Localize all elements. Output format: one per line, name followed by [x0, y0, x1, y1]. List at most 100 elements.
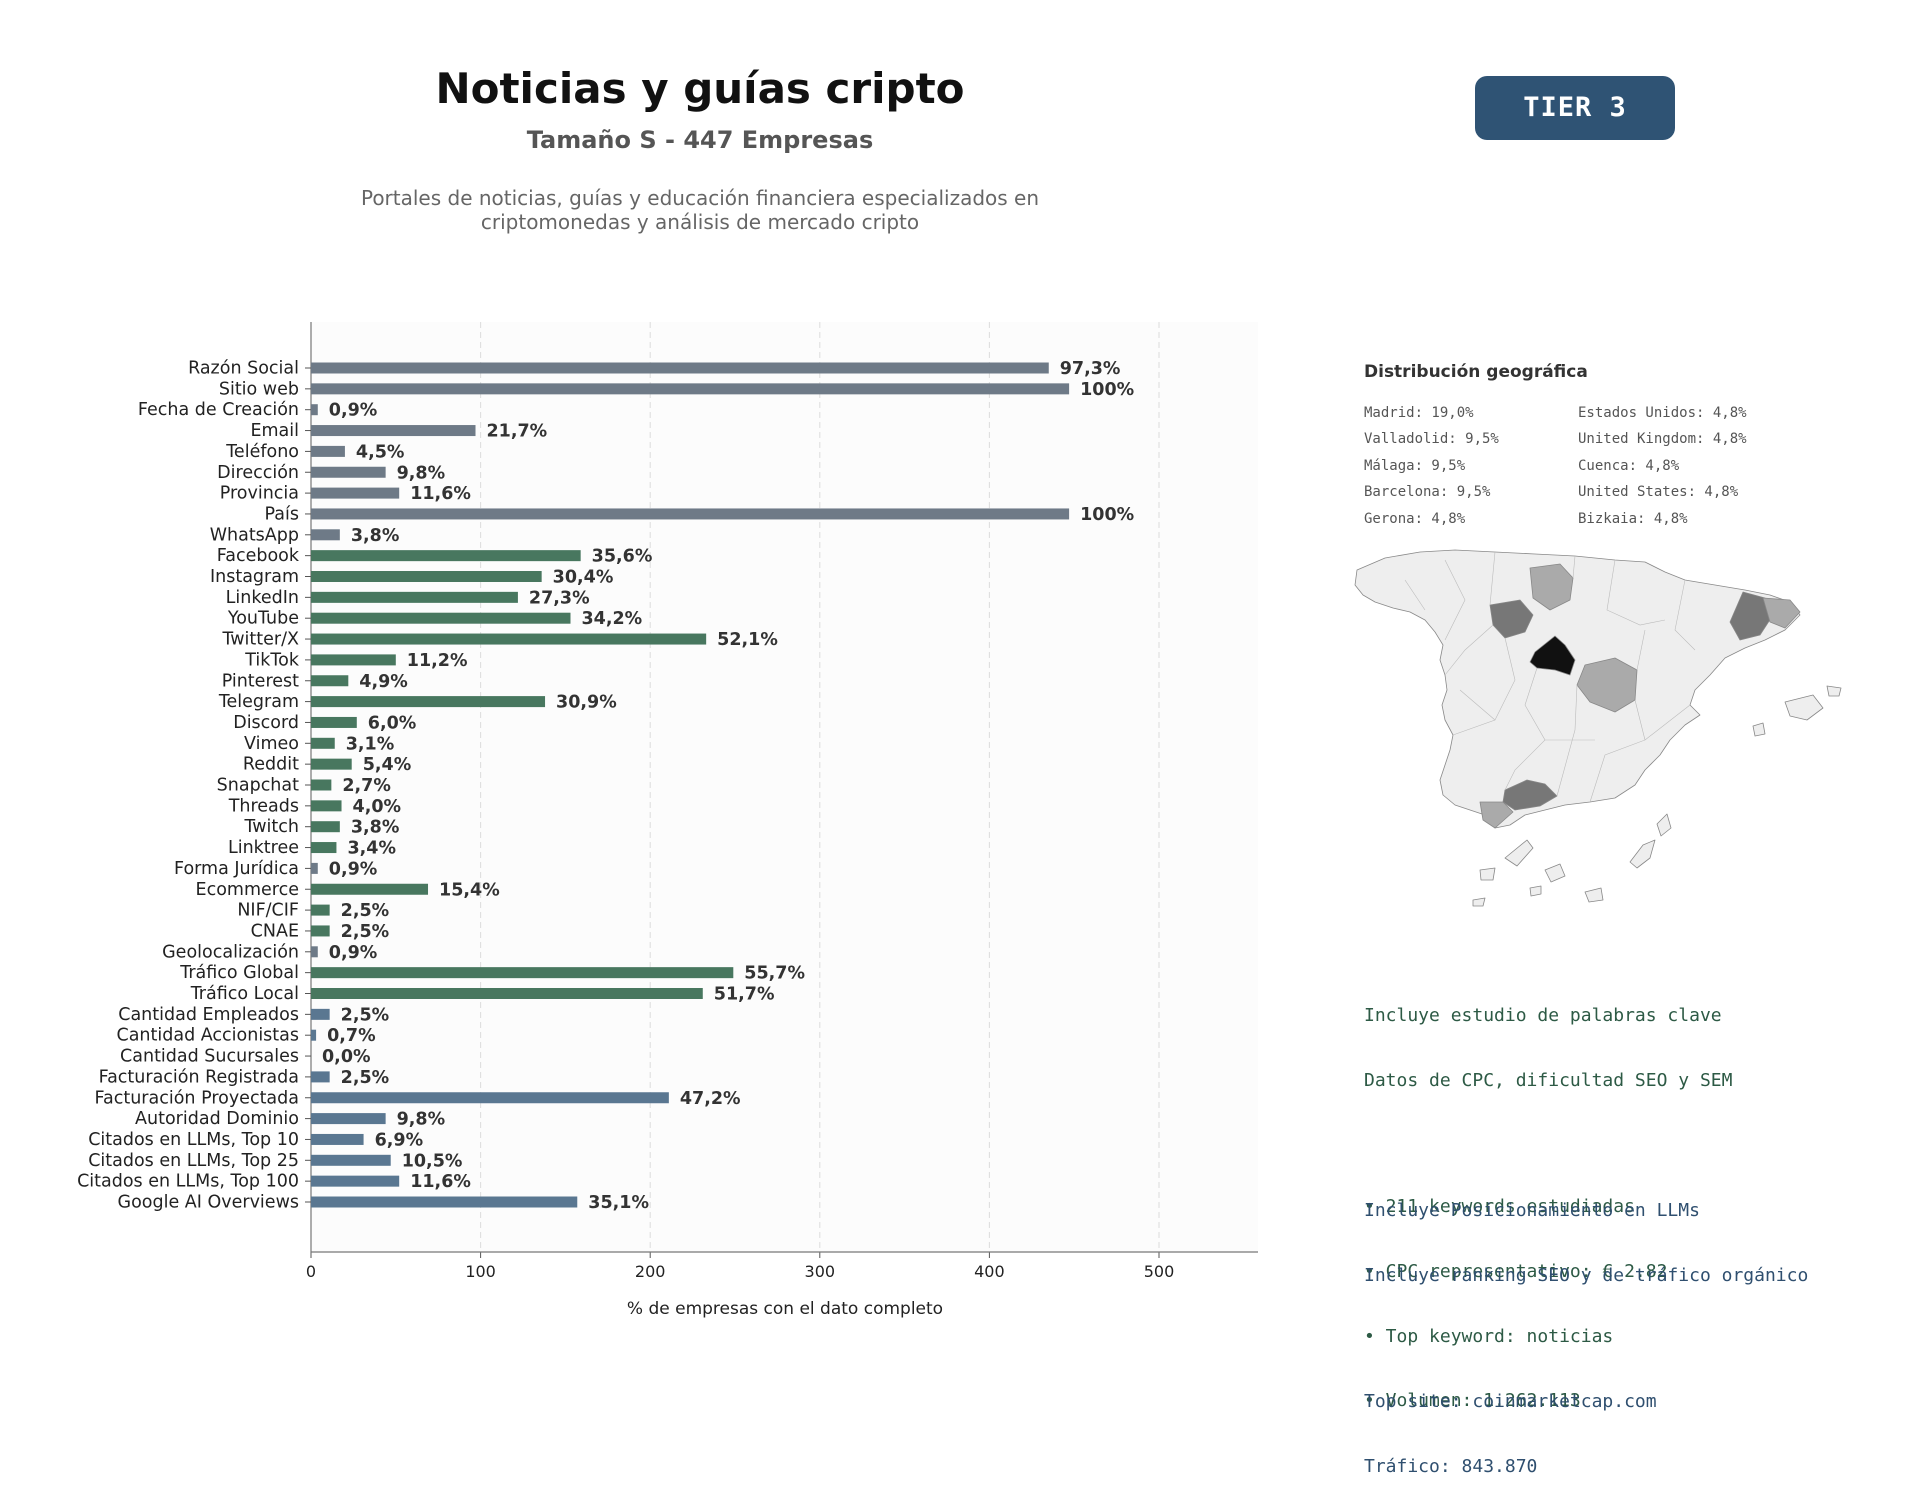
map-canary-2	[1544, 863, 1566, 883]
category-label: CNAE	[251, 921, 299, 941]
bar	[311, 404, 318, 416]
bar-value-label: 35,1%	[588, 1193, 649, 1213]
bar	[311, 883, 429, 895]
bar	[311, 1071, 330, 1083]
bar	[311, 529, 340, 541]
map-mainland	[1354, 549, 1801, 829]
bar-value-label: 47,2%	[680, 1089, 741, 1109]
category-label: Citados en LLMs, Top 25	[88, 1151, 299, 1171]
bar-value-label: 9,8%	[397, 1110, 446, 1130]
bar	[311, 967, 734, 979]
category-label: Tráfico Local	[190, 984, 299, 1004]
category-label: Pinterest	[222, 671, 299, 691]
bar-value-label: 3,4%	[347, 839, 396, 859]
keywords-bullet: • CPC representativo: € 2.82	[1364, 1260, 1668, 1282]
bar-value-label: 6,9%	[375, 1130, 424, 1150]
category-label: LinkedIn	[226, 588, 299, 608]
bar	[311, 1113, 386, 1125]
bar-value-label: 11,6%	[410, 1172, 471, 1192]
keywords-line: Incluye estudio de palabras clave	[1364, 1005, 1722, 1027]
bar-value-label: 3,8%	[351, 526, 400, 546]
bar	[311, 1175, 400, 1187]
category-label: Threads	[228, 796, 299, 816]
map-granada-coast	[1479, 801, 1514, 829]
category-label: Snapchat	[217, 776, 299, 796]
bar	[311, 737, 335, 749]
category-label: Email	[250, 421, 299, 441]
map-cuenca	[1576, 657, 1638, 713]
map-balearic-ibiza	[1752, 722, 1766, 737]
x-axis-label: % de empresas con el dato completo	[627, 1299, 943, 1319]
bar-value-label: 2,7%	[342, 776, 391, 796]
bar-value-label: 51,7%	[714, 985, 775, 1005]
map-malaga	[1502, 779, 1558, 811]
category-label: Sitio web	[219, 379, 299, 399]
x-tick-label: 400	[974, 1262, 1005, 1281]
bar	[311, 988, 703, 999]
category-label: Reddit	[243, 755, 299, 775]
bar	[311, 591, 518, 603]
category-label: Forma Jurídica	[174, 859, 299, 879]
keywords-bullet: • 211 keywords estudiadas	[1364, 1195, 1635, 1217]
bar-value-label: 10,5%	[402, 1151, 463, 1171]
bar-value-label: 11,6%	[410, 484, 471, 504]
category-label: Geolocalización	[162, 942, 299, 962]
bar-value-label: 100%	[1080, 380, 1134, 400]
bar-value-label: 0,9%	[329, 859, 378, 879]
map-bizkaia	[1529, 563, 1574, 611]
bar-value-label: 0,7%	[327, 1026, 376, 1046]
llm-info: Incluye Posicionamiento en LLMs Incluye …	[1364, 1157, 1808, 1499]
geo-item: Barcelona: 9,5%	[1364, 484, 1491, 501]
bar	[311, 675, 349, 687]
map-canary-3	[1584, 887, 1604, 903]
bar	[311, 487, 400, 499]
keywords-info: Incluye estudio de palabras clave Datos …	[1364, 962, 1732, 1433]
bar-value-label: 30,4%	[553, 568, 614, 588]
description-line: criptomonedas y análisis de mercado crip…	[480, 210, 920, 234]
description-line: Portales de noticias, guías y educación …	[360, 186, 1040, 210]
spain-map	[1354, 549, 1842, 907]
map-canary-8	[1472, 897, 1486, 907]
bar	[311, 904, 330, 916]
category-label: Dirección	[217, 463, 299, 483]
keywords-bullet: • Volumen: 1.262.113	[1364, 1390, 1581, 1412]
bar-value-label: 9,8%	[397, 463, 446, 483]
bar-value-label: 6,0%	[368, 713, 417, 733]
bar-value-label: 55,7%	[744, 964, 805, 984]
category-label: Google AI Overviews	[118, 1193, 299, 1213]
bar	[311, 946, 318, 958]
map-canary-7	[1479, 867, 1496, 881]
bar-value-label: 5,4%	[363, 755, 412, 775]
category-label: WhatsApp	[210, 525, 299, 545]
bar	[311, 1154, 391, 1166]
bar-value-label: 27,3%	[529, 588, 590, 608]
keywords-bullet: • Top keyword: noticias	[1364, 1325, 1614, 1347]
x-tick-label: 0	[306, 1262, 316, 1281]
bar-value-label: 11,2%	[407, 651, 468, 671]
bar-value-label: 0,0%	[322, 1047, 371, 1067]
geo-item: Valladolid: 9,5%	[1364, 431, 1499, 448]
x-tick-label: 200	[635, 1262, 666, 1281]
geo-item: United Kingdom: 4,8%	[1578, 431, 1747, 448]
category-label: Facturación Proyectada	[95, 1088, 299, 1108]
bar	[311, 550, 581, 562]
bar	[311, 425, 476, 437]
bar-value-label: 3,1%	[346, 734, 395, 754]
bar	[311, 445, 345, 457]
bar-value-label: 100%	[1080, 505, 1134, 525]
bar	[311, 821, 340, 833]
bar-value-label: 35,6%	[592, 547, 653, 567]
map-canary-4	[1529, 885, 1542, 897]
bar-value-label: 15,4%	[439, 880, 500, 900]
bar-value-label: 30,9%	[556, 693, 617, 713]
bar-value-label: 2,5%	[341, 901, 390, 921]
bar	[311, 383, 1070, 395]
bar	[311, 842, 337, 854]
category-label: TikTok	[244, 650, 300, 670]
category-label: Facturación Registrada	[99, 1067, 299, 1087]
category-label: Razón Social	[188, 359, 299, 379]
bar	[311, 1133, 364, 1145]
x-tick-label: 500	[1144, 1262, 1175, 1281]
bar-value-label: 97,3%	[1060, 359, 1121, 379]
geo-distribution-title: Distribución geográfica	[1364, 362, 1588, 382]
